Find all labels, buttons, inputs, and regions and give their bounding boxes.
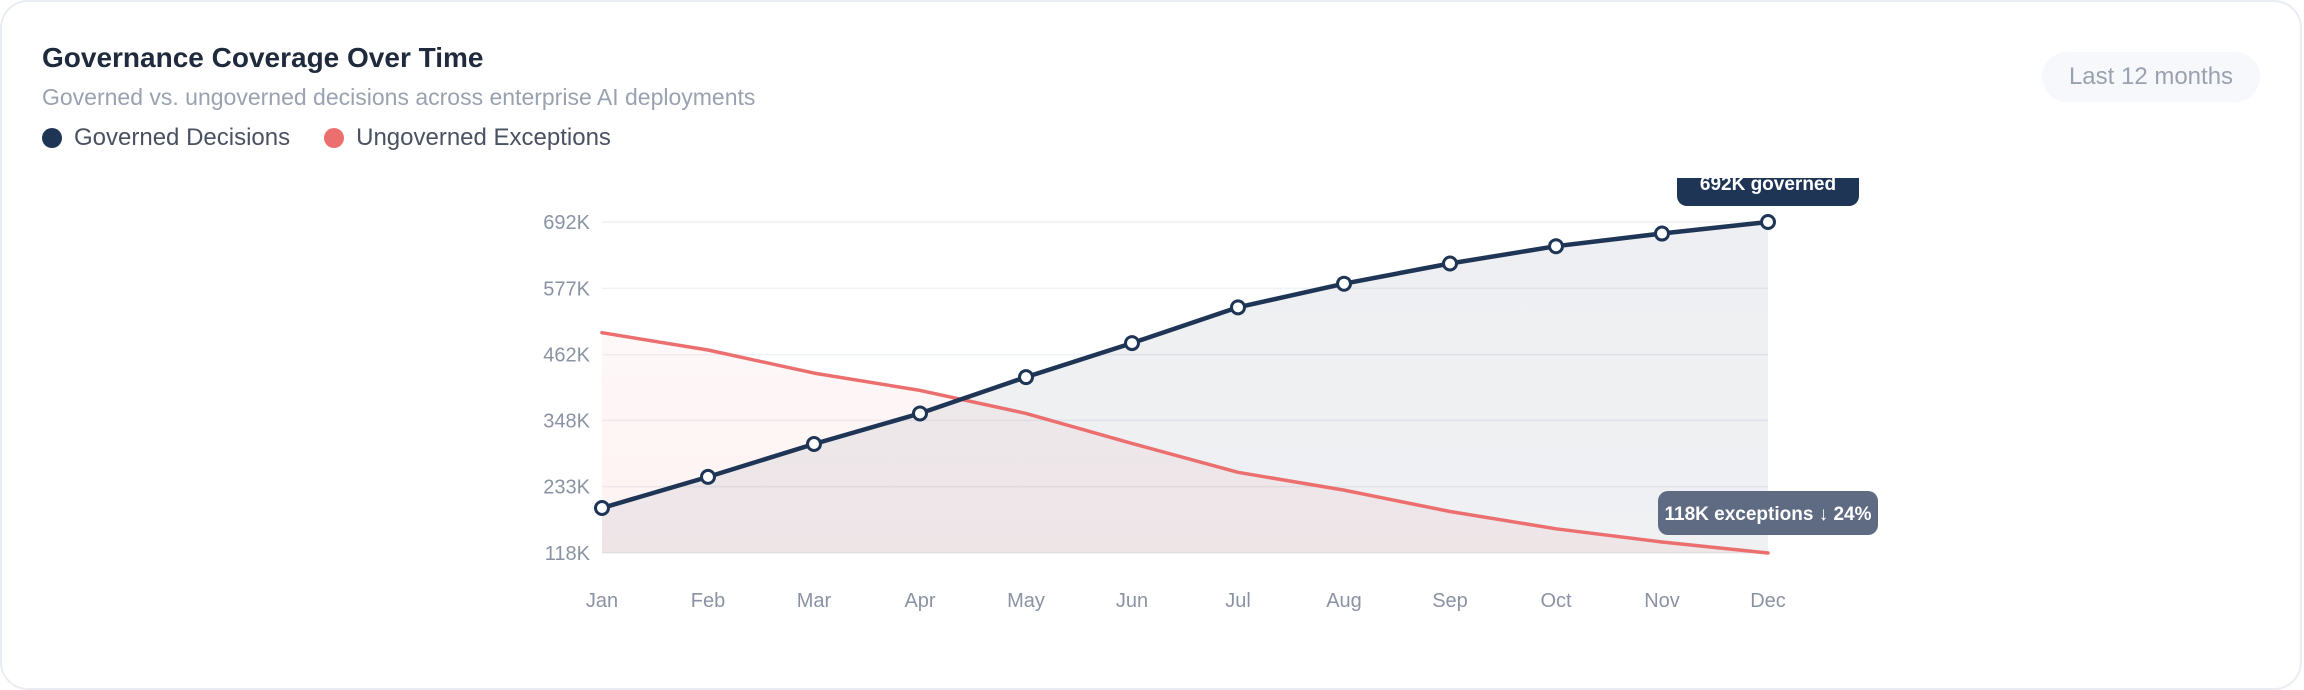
data-point-governed	[806, 436, 822, 453]
x-tick-label: Nov	[1644, 590, 1680, 612]
annotation-ungoverned-bg	[1658, 491, 1878, 535]
line-chart: 118K 233K 348K 462K 577K 692K Jan Feb Mar Apr May J…	[543, 174, 1878, 612]
legend-label-ungoverned: Ungoverned Exceptions	[356, 124, 611, 151]
series-line-ungoverned	[600, 330, 1770, 555]
annotation-governed-bg	[1677, 178, 1859, 206]
x-tick-label: Jan	[586, 590, 618, 612]
annotation-governed-label: 692K governed	[1700, 174, 1836, 195]
y-tick-label: 118K	[545, 543, 591, 565]
x-tick-label: Oct	[1540, 590, 1572, 612]
x-tick-label: Feb	[691, 590, 725, 612]
data-point-governed	[1336, 275, 1352, 292]
x-tick-label: Jul	[1225, 590, 1251, 612]
legend-dot-governed	[42, 128, 62, 148]
y-tick-label: 577K	[543, 278, 590, 300]
annotation-governed: 692K governed	[1677, 174, 1859, 206]
annotation-ungoverned-label: 118K exceptions ↓ 24%	[1665, 504, 1872, 525]
y-tick-label: 692K	[543, 212, 590, 234]
legend-item-ungoverned[interactable]: Ungoverned Exceptions	[324, 124, 611, 152]
data-point-governed	[912, 405, 928, 422]
data-point-governed	[1760, 214, 1776, 230]
x-tick-label: Jun	[1116, 590, 1148, 612]
area-governed	[602, 222, 1768, 553]
x-tick-label: Mar	[797, 590, 832, 612]
data-point-governed	[1124, 335, 1140, 352]
y-tick-label: 348K	[543, 410, 590, 432]
x-tick-label: Sep	[1432, 590, 1468, 612]
x-tick-label: Apr	[904, 590, 935, 612]
legend-item-governed[interactable]: Governed Decisions	[42, 124, 290, 152]
series-line-governed	[599, 219, 1771, 511]
data-point-governed	[1548, 238, 1564, 255]
x-tick-label: Dec	[1750, 590, 1786, 612]
y-tick-label: 462K	[543, 345, 590, 367]
legend-label-governed: Governed Decisions	[74, 124, 291, 151]
chart-legend: Governed Decisions Ungoverned Exceptions	[42, 124, 645, 152]
data-point-governed	[1442, 255, 1458, 272]
data-point-governed	[1018, 369, 1034, 386]
x-tick-label: May	[1007, 590, 1045, 612]
x-tick-label: Aug	[1326, 590, 1362, 612]
data-point-governed	[1230, 299, 1246, 316]
y-tick-label: 233K	[543, 477, 590, 499]
legend-dot-ungoverned	[324, 128, 345, 148]
chart-title: Governance Coverage Over Time	[42, 42, 484, 73]
chart-subtitle: Governed vs. ungoverned decisions across…	[42, 84, 756, 110]
data-point-governed	[594, 500, 610, 517]
data-point-governed	[1654, 225, 1670, 242]
time-range-button[interactable]: Last 12 months	[2042, 52, 2260, 102]
data-point-governed	[700, 468, 716, 485]
